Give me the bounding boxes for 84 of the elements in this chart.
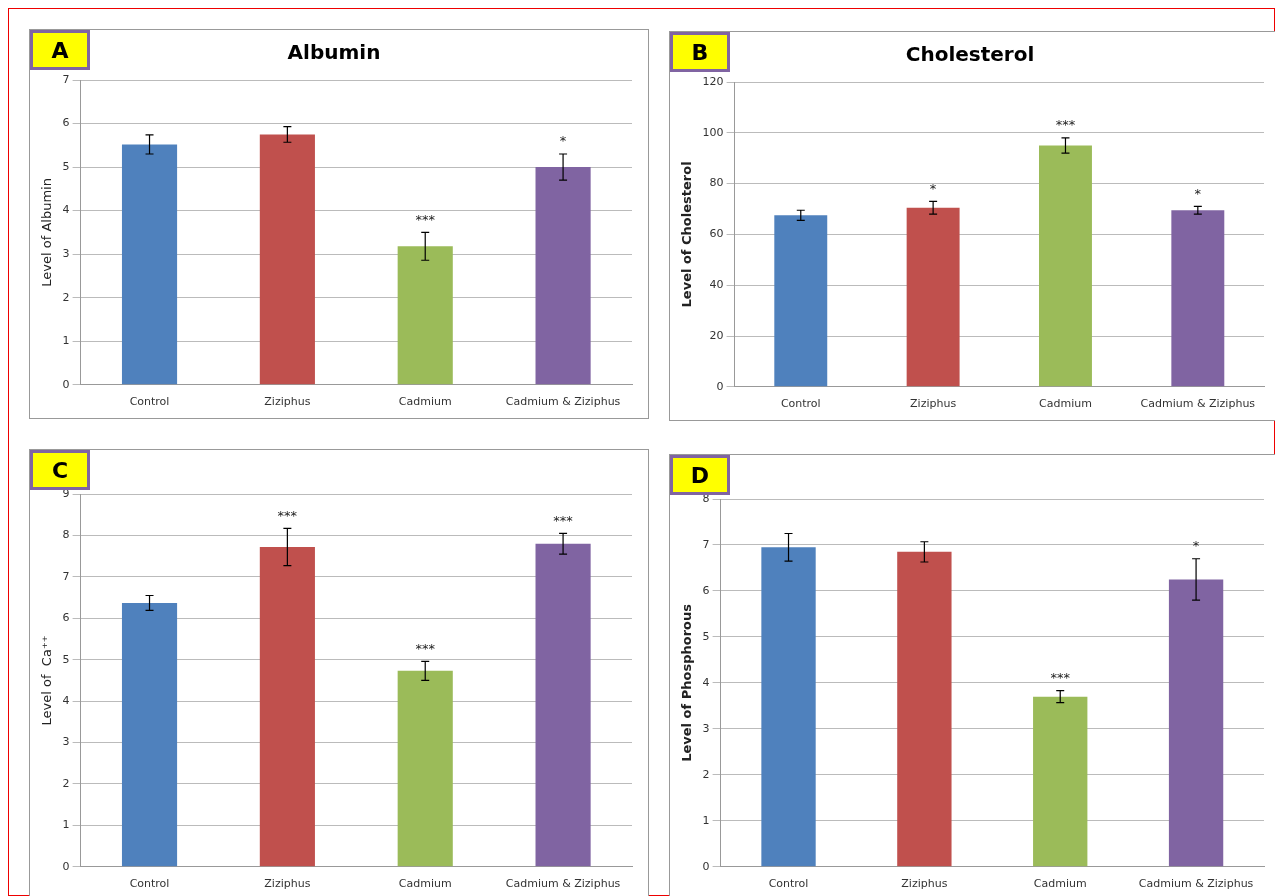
annotation: * bbox=[929, 180, 937, 196]
y-tick-label: 6 bbox=[62, 116, 70, 130]
annotation: *** bbox=[277, 507, 298, 523]
bar bbox=[897, 551, 952, 867]
bar bbox=[535, 543, 591, 867]
bar bbox=[259, 134, 315, 385]
x-tick-label: Ziziphus bbox=[264, 395, 311, 409]
bar bbox=[1171, 210, 1225, 387]
y-tick-label: 7 bbox=[62, 72, 70, 86]
annotation: *** bbox=[1055, 117, 1076, 133]
x-tick-label: Cadmium bbox=[398, 877, 452, 891]
bar bbox=[761, 547, 816, 867]
text: D bbox=[690, 462, 710, 488]
y-tick-label: 60 bbox=[709, 227, 724, 241]
y-tick-label: 0 bbox=[716, 379, 724, 393]
y-tick-label: 6 bbox=[62, 611, 70, 625]
bar bbox=[397, 670, 453, 867]
x-tick-label: Control bbox=[768, 877, 809, 891]
bar bbox=[259, 547, 315, 867]
y-tick-label: 0 bbox=[62, 859, 70, 873]
x-tick-label: Ziziphus bbox=[910, 397, 957, 411]
annotation: * bbox=[1192, 538, 1200, 554]
x-tick-label: Control bbox=[780, 397, 821, 411]
bar bbox=[1033, 696, 1088, 867]
y-tick-label: 2 bbox=[62, 290, 70, 304]
y-axis-title: Level of Cholesterol bbox=[679, 161, 695, 308]
y-tick-label: 40 bbox=[709, 278, 724, 292]
y-tick-label: 8 bbox=[62, 528, 70, 542]
y-tick-label: 1 bbox=[62, 334, 70, 348]
annotation: *** bbox=[415, 211, 436, 227]
text: B bbox=[670, 32, 730, 72]
text: C bbox=[51, 457, 69, 483]
bar bbox=[397, 246, 453, 385]
y-tick-label: 0 bbox=[62, 377, 70, 391]
y-tick-label: 20 bbox=[709, 328, 724, 342]
y-tick-label: 3 bbox=[702, 721, 710, 735]
x-tick-label: Control bbox=[129, 395, 170, 409]
y-tick-label: 0 bbox=[702, 859, 710, 873]
x-tick-label: Cadmium & Ziziphus bbox=[505, 877, 621, 891]
y-tick-label: 1 bbox=[702, 813, 710, 827]
annotation: *** bbox=[1050, 670, 1071, 686]
y-tick-label: 80 bbox=[709, 176, 724, 190]
y-axis-title: Level of Albumin bbox=[39, 178, 55, 287]
annotation: * bbox=[559, 133, 567, 149]
y-tick-label: 5 bbox=[702, 629, 710, 643]
x-tick-label: Cadmium bbox=[1033, 877, 1087, 891]
bar bbox=[535, 167, 591, 385]
x-tick-label: Cadmium bbox=[1039, 397, 1092, 411]
y-tick-label: 3 bbox=[62, 247, 70, 261]
bar bbox=[1168, 579, 1224, 867]
y-tick-label: 4 bbox=[702, 675, 710, 689]
x-tick-label: Cadmium & Ziziphus bbox=[1140, 397, 1256, 411]
y-tick-label: 4 bbox=[62, 693, 70, 707]
x-tick-label: Cadmium bbox=[398, 395, 452, 409]
y-tick-label: 3 bbox=[62, 735, 70, 749]
bar bbox=[774, 215, 828, 387]
text: A bbox=[30, 30, 90, 70]
y-tick-label: 6 bbox=[702, 583, 710, 597]
annotation: *** bbox=[415, 640, 436, 656]
y-axis-title: Level of Ca⁺⁺ bbox=[39, 635, 55, 726]
annotation: *** bbox=[553, 512, 574, 528]
y-tick-label: 120 bbox=[702, 74, 724, 88]
bar bbox=[1039, 145, 1092, 387]
x-tick-label: Ziziphus bbox=[901, 877, 948, 891]
y-tick-label: 5 bbox=[62, 159, 70, 173]
y-tick-label: 7 bbox=[702, 537, 710, 551]
y-tick-label: 2 bbox=[702, 767, 710, 781]
bar bbox=[906, 207, 960, 387]
bar bbox=[121, 602, 178, 867]
x-tick-label: Control bbox=[129, 877, 170, 891]
y-tick-label: 2 bbox=[62, 776, 70, 790]
y-tick-label: 100 bbox=[702, 125, 724, 139]
y-tick-label: 5 bbox=[62, 652, 70, 666]
bar bbox=[121, 144, 178, 385]
y-tick-label: 7 bbox=[62, 569, 70, 583]
x-tick-label: Cadmium & Ziziphus bbox=[505, 395, 621, 409]
chart-title: Albumin bbox=[287, 40, 381, 65]
x-tick-label: Ziziphus bbox=[264, 877, 311, 891]
chart-title: Cholesterol bbox=[905, 42, 1035, 67]
y-tick-label: 4 bbox=[62, 203, 70, 217]
annotation: * bbox=[1194, 185, 1202, 201]
y-tick-label: 1 bbox=[62, 818, 70, 832]
x-tick-label: Cadmium & Ziziphus bbox=[1138, 877, 1254, 891]
y-axis-title: Level of Phosphorous bbox=[679, 603, 695, 762]
